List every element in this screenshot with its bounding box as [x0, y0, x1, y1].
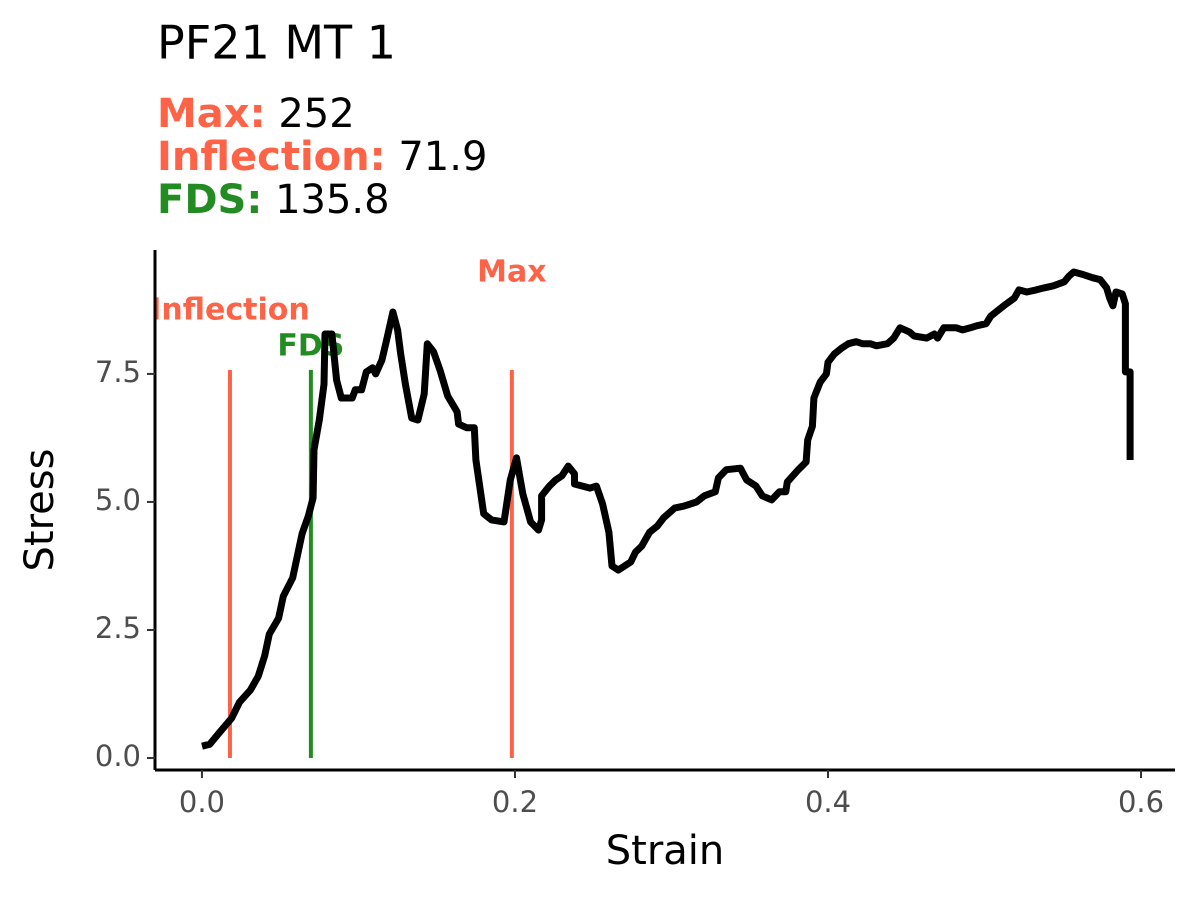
subtitle-line: Max: 252 — [157, 91, 355, 137]
chart-title: PF21 MT 1 — [157, 16, 396, 70]
annotation-label: Inflection — [150, 292, 309, 327]
x-axis-title: Strain — [606, 828, 725, 874]
x-tick-label: 0.0 — [179, 785, 225, 819]
subtitle-label: Max: — [157, 91, 266, 137]
subtitle-label: Inflection: — [157, 134, 386, 180]
subtitle-value: 252 — [278, 91, 354, 137]
subtitle-label: FDS: — [157, 177, 262, 223]
x-tick-label: 0.4 — [805, 785, 851, 819]
y-tick-label: 5.0 — [95, 483, 141, 517]
y-tick-label: 2.5 — [95, 611, 141, 645]
subtitle-value: 71.9 — [398, 134, 487, 180]
subtitle-line: Inflection: 71.9 — [157, 134, 487, 180]
subtitle-line: FDS: 135.8 — [157, 177, 390, 223]
y-axis-title: Stress — [17, 449, 63, 572]
x-tick-label: 0.6 — [1118, 785, 1164, 819]
x-tick-label: 0.2 — [492, 785, 538, 819]
subtitle-value: 135.8 — [275, 177, 390, 223]
annotation-label: Max — [477, 255, 546, 290]
y-tick-label: 7.5 — [95, 355, 141, 389]
data-line — [201, 268, 1134, 750]
y-tick-label: 0.0 — [95, 739, 141, 773]
